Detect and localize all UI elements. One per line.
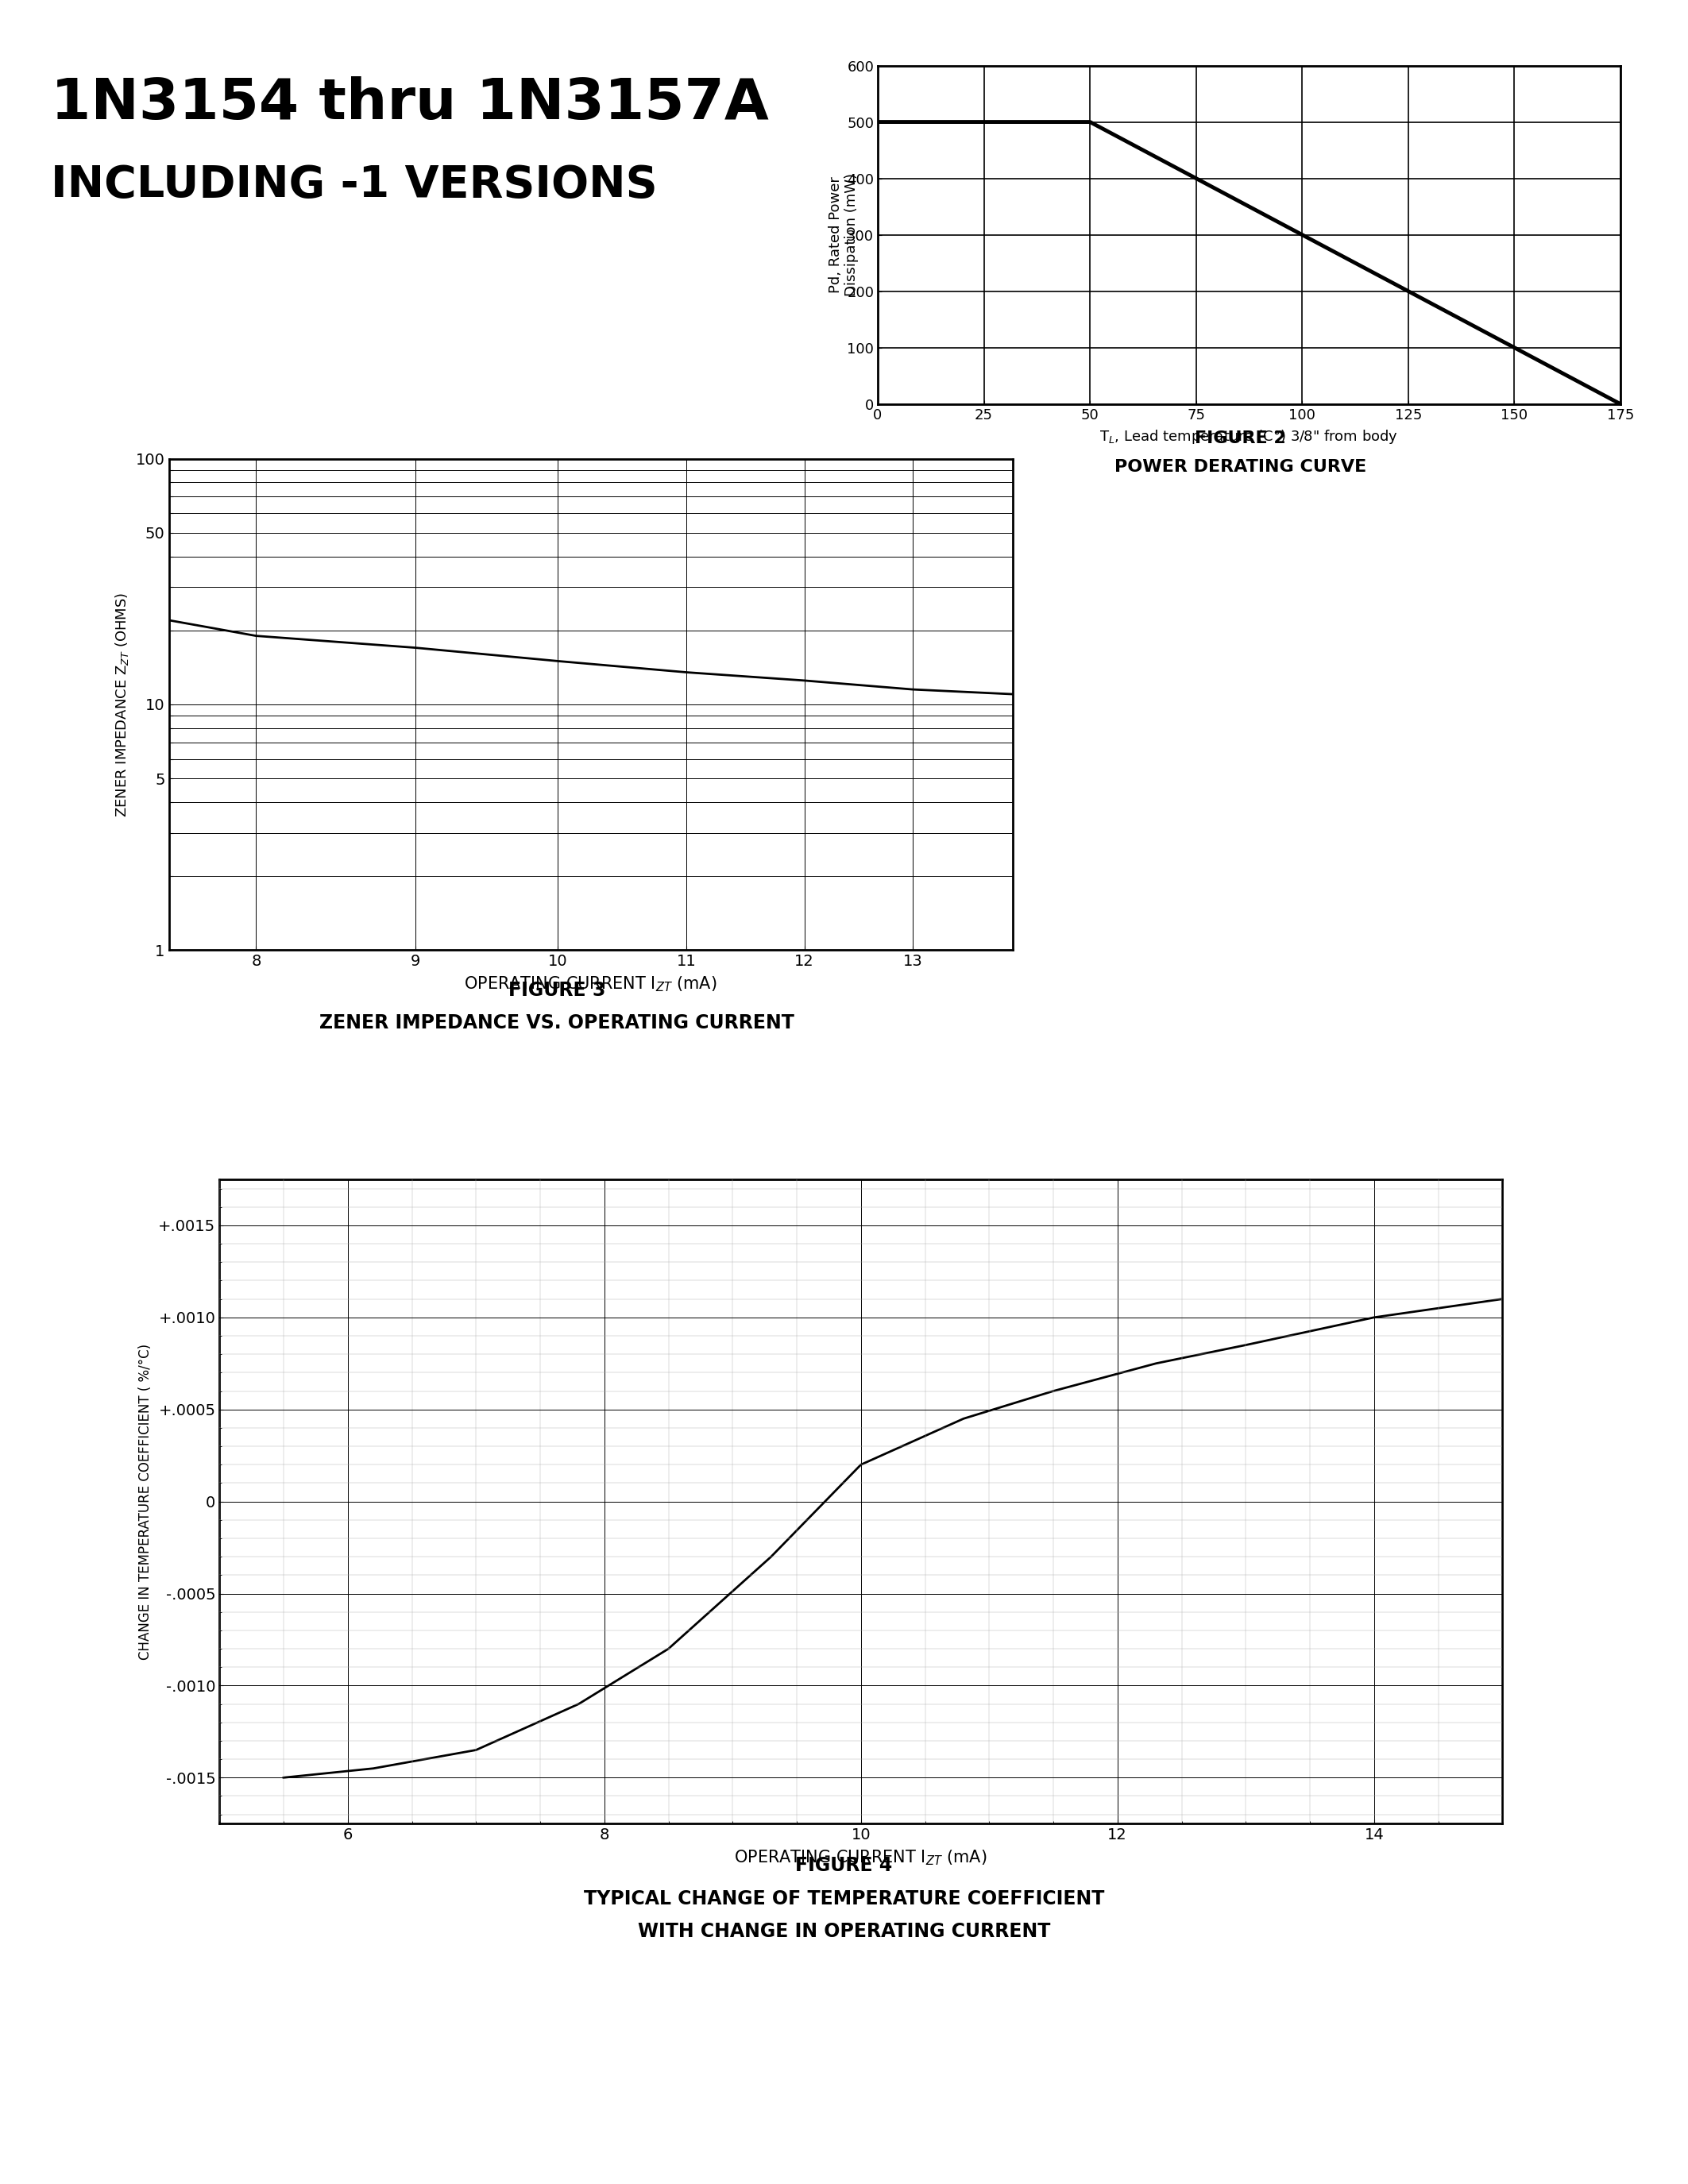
Text: FIGURE 2: FIGURE 2 xyxy=(1195,430,1286,446)
Y-axis label: Pd, Rated Power
Dissipation (mW): Pd, Rated Power Dissipation (mW) xyxy=(829,173,859,297)
Text: POWER DERATING CURVE: POWER DERATING CURVE xyxy=(1114,459,1367,474)
Text: ZENER IMPEDANCE VS. OPERATING CURRENT: ZENER IMPEDANCE VS. OPERATING CURRENT xyxy=(319,1013,795,1033)
X-axis label: OPERATING CURRENT I$_{ZT}$ (mA): OPERATING CURRENT I$_{ZT}$ (mA) xyxy=(734,1848,987,1867)
Text: FIGURE 3: FIGURE 3 xyxy=(508,981,606,1000)
Y-axis label: CHANGE IN TEMPERATURE COEFFICIENT ( %/°C): CHANGE IN TEMPERATURE COEFFICIENT ( %/°C… xyxy=(138,1343,154,1660)
Text: INCLUDING -1 VERSIONS: INCLUDING -1 VERSIONS xyxy=(51,164,657,207)
Text: TYPICAL CHANGE OF TEMPERATURE COEFFICIENT: TYPICAL CHANGE OF TEMPERATURE COEFFICIEN… xyxy=(584,1889,1104,1909)
X-axis label: T$_L$, Lead temperature (C°) 3/8" from body: T$_L$, Lead temperature (C°) 3/8" from b… xyxy=(1101,428,1398,446)
Y-axis label: ZENER IMPEDANCE Z$_{ZT}$ (OHMS): ZENER IMPEDANCE Z$_{ZT}$ (OHMS) xyxy=(113,592,130,817)
Text: WITH CHANGE IN OPERATING CURRENT: WITH CHANGE IN OPERATING CURRENT xyxy=(638,1922,1050,1942)
Text: FIGURE 4: FIGURE 4 xyxy=(795,1856,893,1876)
Text: 1N3154 thru 1N3157A: 1N3154 thru 1N3157A xyxy=(51,76,768,131)
X-axis label: OPERATING CURRENT I$_{ZT}$ (mA): OPERATING CURRENT I$_{ZT}$ (mA) xyxy=(464,974,717,994)
